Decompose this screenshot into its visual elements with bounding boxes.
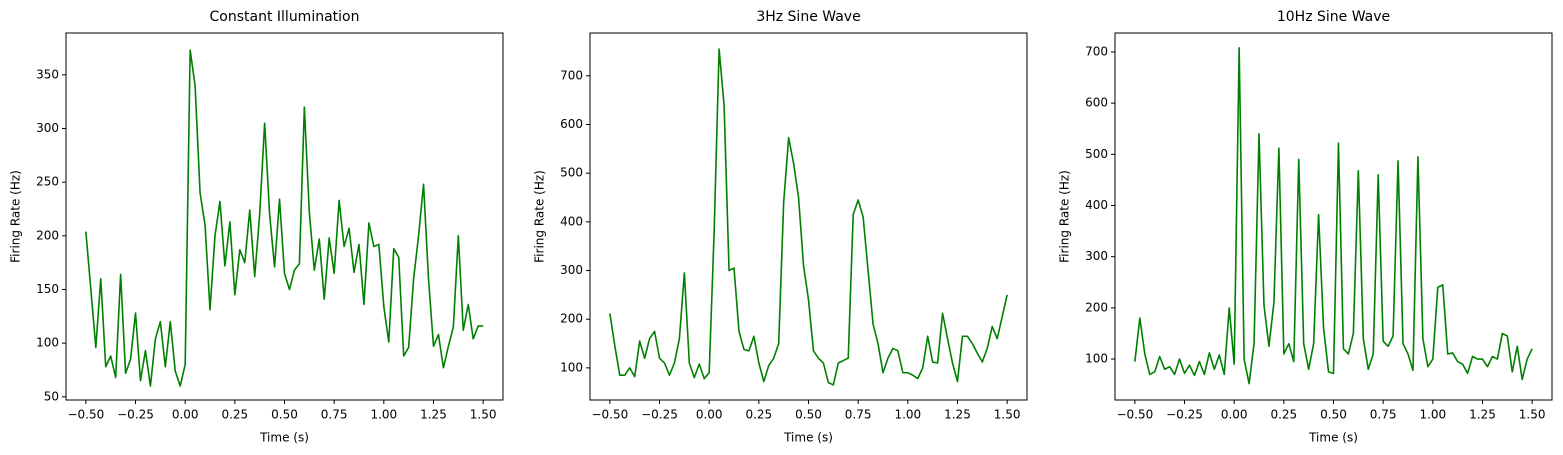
x-tick-label: 0.25 xyxy=(221,408,248,422)
x-tick-label: 1.25 xyxy=(1469,408,1496,422)
plot-frame xyxy=(589,32,1028,401)
x-tick-label: 0.25 xyxy=(745,408,772,422)
x-tick-label: −0.50 xyxy=(67,408,104,422)
y-tick-label: 50 xyxy=(44,389,59,403)
x-tick-label: 1.50 xyxy=(470,408,497,422)
data-line xyxy=(85,49,484,387)
y-tick-label: 700 xyxy=(1085,44,1108,58)
x-tick-label: 1.00 xyxy=(1419,408,1446,422)
x-tick-label: 0.25 xyxy=(1270,408,1297,422)
chart-title: 10Hz Sine Wave xyxy=(1277,9,1390,25)
x-tick-label: 0.75 xyxy=(321,408,348,422)
y-tick-label: 400 xyxy=(560,214,583,228)
x-tick-label: 0.00 xyxy=(1221,408,1248,422)
y-tick-label: 300 xyxy=(1085,249,1108,263)
x-tick-label: −0.50 xyxy=(591,408,628,422)
y-tick-label: 250 xyxy=(36,175,59,189)
y-tick-label: 600 xyxy=(1085,96,1108,110)
y-tick-label: 300 xyxy=(560,263,583,277)
y-tick-label: 150 xyxy=(36,282,59,296)
x-axis-label: Time (s) xyxy=(259,431,309,445)
x-tick-label: 0.50 xyxy=(1320,408,1347,422)
x-tick-label: 1.50 xyxy=(994,408,1021,422)
x-tick-label: 0.00 xyxy=(172,408,199,422)
y-tick-label: 300 xyxy=(36,121,59,135)
x-axis-label: Time (s) xyxy=(1308,431,1358,445)
x-axis-label: Time (s) xyxy=(783,431,833,445)
x-tick-label: −0.25 xyxy=(641,408,678,422)
y-tick-label: 200 xyxy=(560,312,583,326)
x-tick-label: −0.25 xyxy=(1166,408,1203,422)
y-tick-label: 500 xyxy=(560,166,583,180)
y-tick-label: 400 xyxy=(1085,198,1108,212)
plot-frame xyxy=(1114,32,1553,401)
y-tick-label: 200 xyxy=(36,228,59,242)
y-tick-label: 700 xyxy=(560,68,583,82)
data-line xyxy=(1134,47,1533,385)
y-tick-label: 600 xyxy=(560,117,583,131)
data-line xyxy=(609,48,1008,386)
x-tick-label: 0.75 xyxy=(845,408,872,422)
x-tick-label: 0.50 xyxy=(271,408,298,422)
y-tick-label: 350 xyxy=(36,67,59,81)
x-tick-label: −0.25 xyxy=(117,408,154,422)
plot-frame xyxy=(65,32,504,401)
y-axis-label: Firing Rate (Hz) xyxy=(533,170,547,263)
x-tick-label: −0.50 xyxy=(1116,408,1153,422)
y-axis-label: Firing Rate (Hz) xyxy=(9,170,23,263)
x-tick-label: 1.00 xyxy=(894,408,921,422)
y-tick-label: 100 xyxy=(1085,352,1108,366)
x-tick-label: 1.25 xyxy=(944,408,971,422)
y-tick-label: 500 xyxy=(1085,147,1108,161)
x-tick-label: 1.50 xyxy=(1519,408,1546,422)
y-tick-label: 200 xyxy=(1085,300,1108,314)
x-tick-label: 0.75 xyxy=(1370,408,1397,422)
chart-title: 3Hz Sine Wave xyxy=(756,9,860,25)
y-axis-label: Firing Rate (Hz) xyxy=(1058,170,1072,263)
x-tick-label: 1.00 xyxy=(370,408,397,422)
y-tick-label: 100 xyxy=(36,336,59,350)
x-tick-label: 1.25 xyxy=(420,408,447,422)
y-tick-label: 100 xyxy=(560,360,583,374)
chart-title: Constant Illumination xyxy=(210,9,360,25)
x-tick-label: 0.00 xyxy=(696,408,723,422)
x-tick-label: 0.50 xyxy=(795,408,822,422)
